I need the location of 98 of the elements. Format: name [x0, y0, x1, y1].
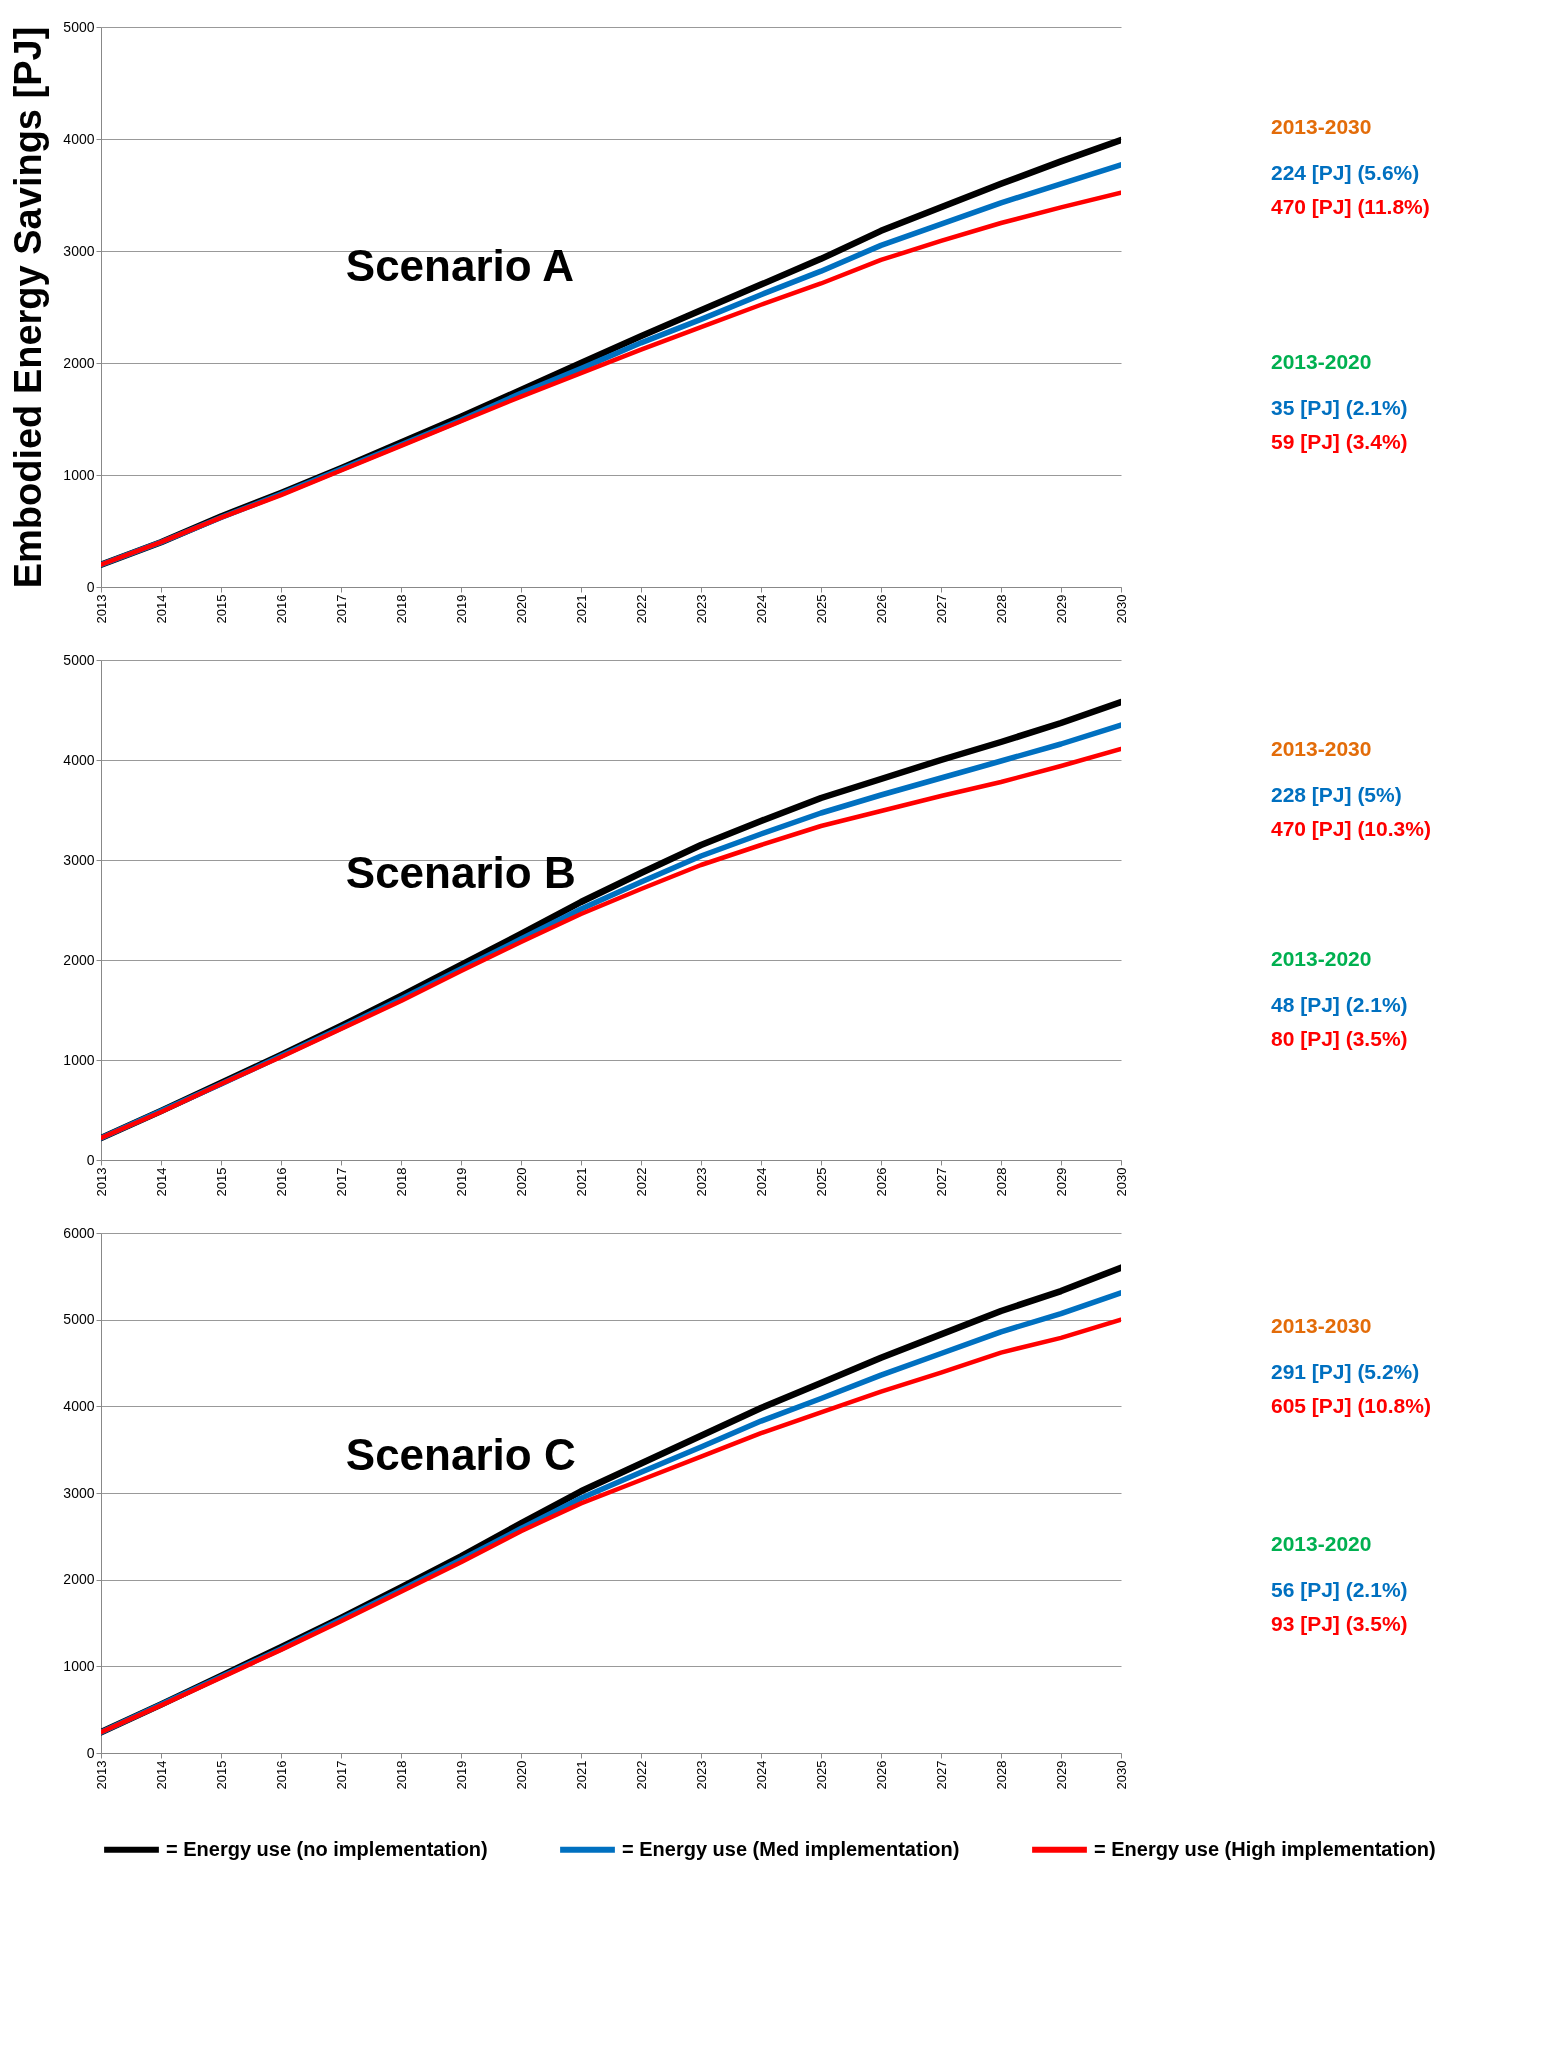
- x-tick-label: 2013: [93, 1167, 109, 1197]
- x-tick-label: 2015: [213, 1760, 229, 1790]
- x-tick-label: 2027: [933, 594, 949, 624]
- x-tick-label: 2029: [1053, 1760, 1069, 1790]
- x-tick-label: 2023: [693, 1760, 709, 1790]
- x-tick-label: 2013: [93, 1760, 109, 1790]
- x-tick-label: 2016: [273, 1760, 289, 1790]
- x-tick-label: 2019: [453, 594, 469, 624]
- x-tick-label: 2023: [693, 1167, 709, 1197]
- legend-label: = Energy use (High implementation): [1094, 1837, 1436, 1860]
- x-tick-label: 2013: [93, 594, 109, 624]
- x-tick-label: 2026: [873, 1167, 889, 1197]
- x-tick-label: 2021: [573, 1760, 589, 1790]
- x-tick-label: 2029: [1053, 1167, 1069, 1197]
- text: 2013-2030: [1271, 1313, 1372, 1337]
- x-tick-label: 2022: [633, 1167, 649, 1197]
- x-tick-label: 2025: [813, 1167, 829, 1197]
- x-tick-label: 2025: [813, 594, 829, 624]
- y-tick-label: 0: [86, 1151, 95, 1168]
- x-tick-label: 2017: [333, 1167, 349, 1197]
- text: 2013-2020: [1271, 947, 1372, 970]
- x-tick-label: 2028: [993, 1760, 1009, 1790]
- x-tick-label: 2014: [153, 594, 169, 624]
- text: 2013-2030: [1271, 737, 1372, 760]
- legend-label: = Energy use (no implementation): [166, 1837, 488, 1860]
- x-tick-label: 2019: [453, 1167, 469, 1197]
- x-tick-label: 2030: [1113, 1167, 1129, 1197]
- x-tick-label: 2021: [573, 594, 589, 624]
- x-tick-label: 2017: [333, 594, 349, 624]
- x-tick-label: 2014: [153, 1760, 169, 1790]
- x-tick-label: 2027: [933, 1167, 949, 1197]
- y-tick-label: 1000: [63, 466, 95, 483]
- text: 80 [PJ] (3.5%): [1271, 1027, 1408, 1050]
- text: 470 [PJ] (10.3%): [1271, 817, 1431, 840]
- y-tick-label: 2000: [63, 951, 95, 968]
- y-tick-label: 6000: [63, 1224, 95, 1241]
- text: 2013-2020: [1271, 350, 1372, 373]
- x-tick-label: 2015: [213, 1167, 229, 1197]
- text: 93 [PJ] (3.5%): [1271, 1612, 1408, 1635]
- x-tick-label: 2021: [573, 1167, 589, 1197]
- x-tick-label: 2020: [513, 1167, 529, 1197]
- x-tick-label: 2017: [333, 1760, 349, 1790]
- y-tick-label: 4000: [63, 1397, 95, 1414]
- y-tick-label: 2000: [63, 354, 95, 371]
- x-tick-label: 2029: [1053, 594, 1069, 624]
- x-tick-label: 2016: [273, 594, 289, 624]
- y-tick-label: 3000: [63, 1484, 95, 1501]
- text: Scenario A: [345, 240, 575, 290]
- x-tick-label: 2019: [453, 1760, 469, 1790]
- text: 291 [PJ] (5.2%): [1271, 1359, 1420, 1383]
- x-tick-label: 2015: [213, 594, 229, 624]
- x-tick-label: 2025: [813, 1760, 829, 1790]
- x-tick-label: 2024: [753, 1760, 769, 1790]
- text: 2013-2020: [1271, 1532, 1372, 1555]
- x-tick-label: 2026: [873, 1760, 889, 1790]
- x-tick-label: 2026: [873, 594, 889, 624]
- y-tick-label: 5000: [63, 18, 95, 35]
- x-tick-label: 2030: [1113, 594, 1129, 624]
- text: 59 [PJ] (3.4%): [1271, 430, 1408, 453]
- y-axis-title: Embodied Energy Savings [PJ]: [7, 26, 50, 589]
- text: 470 [PJ] (11.8%): [1271, 194, 1430, 218]
- y-tick-label: 1000: [63, 1051, 95, 1068]
- y-tick-label: 5000: [63, 651, 95, 668]
- x-tick-label: 2024: [753, 1167, 769, 1197]
- y-tick-label: 5000: [63, 1311, 95, 1328]
- x-tick-label: 2018: [393, 1760, 409, 1790]
- x-tick-label: 2020: [513, 594, 529, 624]
- x-tick-label: 2024: [753, 594, 769, 624]
- x-tick-label: 2028: [993, 1167, 1009, 1197]
- y-tick-label: 0: [86, 1744, 95, 1761]
- x-tick-label: 2020: [513, 1760, 529, 1790]
- x-tick-label: 2027: [933, 1760, 949, 1790]
- text: 2013-2030: [1271, 114, 1372, 138]
- legend-label: = Energy use (Med implementation): [622, 1837, 960, 1860]
- x-tick-label: 2022: [633, 594, 649, 624]
- x-tick-label: 2018: [393, 594, 409, 624]
- text: 48 [PJ] (2.1%): [1271, 993, 1408, 1016]
- text: 228 [PJ] (5%): [1271, 783, 1402, 806]
- x-tick-label: 2023: [693, 594, 709, 624]
- y-tick-label: 4000: [63, 751, 95, 768]
- text: 35 [PJ] (2.1%): [1271, 396, 1408, 419]
- text: 56 [PJ] (2.1%): [1271, 1578, 1408, 1601]
- x-tick-label: 2028: [993, 594, 1009, 624]
- text: Scenario B: [345, 848, 576, 897]
- y-tick-label: 3000: [63, 242, 95, 259]
- x-tick-label: 2022: [633, 1760, 649, 1790]
- text: Scenario C: [345, 1429, 576, 1479]
- x-tick-label: 2014: [153, 1167, 169, 1197]
- y-tick-label: 1000: [63, 1657, 95, 1674]
- y-tick-label: 2000: [63, 1571, 95, 1588]
- y-tick-label: 0: [86, 578, 95, 595]
- text: 605 [PJ] (10.8%): [1271, 1393, 1431, 1417]
- y-tick-label: 4000: [63, 130, 95, 147]
- y-tick-label: 3000: [63, 851, 95, 868]
- text: 224 [PJ] (5.6%): [1271, 160, 1420, 184]
- x-tick-label: 2030: [1113, 1760, 1129, 1790]
- x-tick-label: 2018: [393, 1167, 409, 1197]
- x-tick-label: 2016: [273, 1167, 289, 1197]
